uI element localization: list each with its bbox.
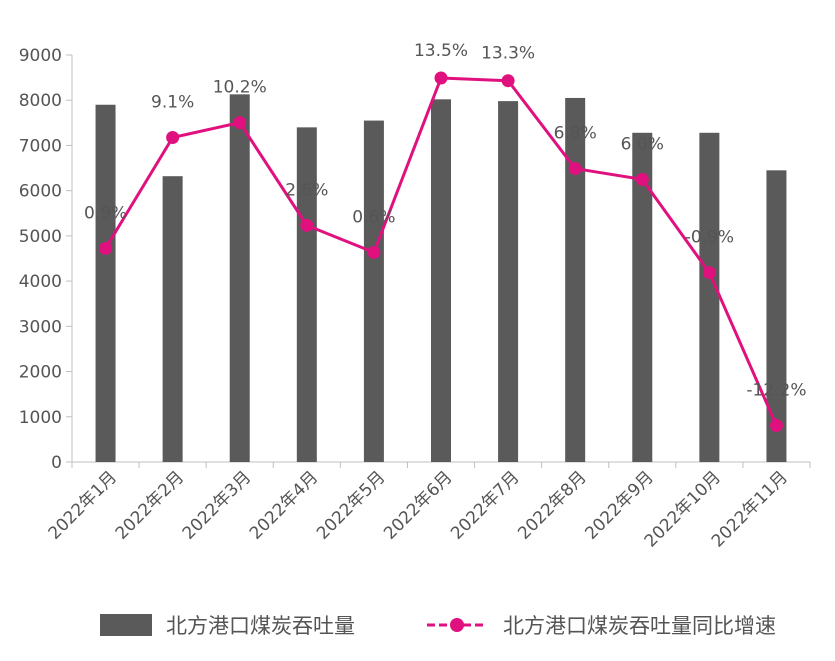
data-label: 0.6%	[352, 207, 395, 227]
x-tick-label: 2022年1月	[45, 467, 121, 543]
y-tick-label: 3000	[19, 317, 62, 337]
line-point	[568, 162, 582, 176]
bar	[431, 99, 451, 462]
legend-label-line: 北方港口煤炭吞吐量同比增速	[503, 614, 776, 638]
x-tick-label: 2022年8月	[514, 467, 590, 543]
line-point	[702, 266, 716, 280]
y-tick-label: 4000	[19, 272, 62, 292]
data-label: 0.9%	[84, 203, 127, 223]
bar	[296, 127, 317, 462]
data-label: 6.0%	[621, 134, 664, 154]
x-tick-label: 2022年2月	[112, 467, 188, 543]
bar	[498, 101, 519, 463]
legend-bar-swatch	[100, 614, 152, 636]
line-point	[367, 245, 381, 259]
y-tick-label: 6000	[19, 182, 62, 202]
y-tick-label: 2000	[19, 363, 62, 383]
data-label: 10.2%	[213, 78, 267, 98]
data-label: 9.1%	[151, 92, 194, 112]
line-point	[434, 71, 448, 85]
y-tick-label: 9000	[19, 46, 62, 66]
line-point	[501, 74, 515, 88]
line-point	[300, 218, 314, 232]
y-tick-label: 5000	[19, 227, 62, 247]
bar	[565, 97, 586, 462]
bar	[95, 104, 116, 462]
data-label: 6.8%	[554, 124, 597, 144]
bar	[363, 120, 384, 463]
x-tick-label: 2022年5月	[313, 467, 389, 543]
x-tick-label: 2022年7月	[447, 467, 523, 543]
data-label: -0.9%	[685, 228, 734, 248]
bar	[699, 132, 720, 462]
y-tick-label: 8000	[19, 91, 62, 111]
line-point	[99, 241, 113, 255]
legend-label-bars: 北方港口煤炭吞吐量	[166, 614, 355, 638]
data-label: 13.3%	[481, 44, 535, 64]
bar	[229, 94, 250, 463]
y-tick-label: 0	[51, 453, 62, 473]
data-label: 2.6%	[285, 180, 328, 200]
line-point	[769, 418, 783, 432]
legend-item-line: 北方港口煤炭吞吐量同比增速	[425, 610, 776, 640]
chart-canvas: 0 1000 2000 3000 4000 5000 6000 7000 8000 9000 202…	[19, 41, 811, 551]
y-tick-label: 1000	[19, 408, 62, 428]
x-tick-label: 2022年3月	[179, 467, 255, 543]
bar	[632, 132, 653, 462]
y-tick-label: 7000	[19, 136, 62, 156]
bar	[766, 170, 787, 463]
data-label: 13.5%	[414, 41, 468, 61]
x-tick-label: 2022年6月	[380, 467, 456, 543]
x-tick-label: 2022年4月	[246, 467, 322, 543]
data-label: -12.2%	[746, 380, 806, 400]
legend-line-swatch	[427, 618, 487, 632]
line-point	[166, 130, 180, 144]
line-point	[233, 116, 247, 130]
bar	[162, 176, 183, 462]
legend: 北方港口煤炭吞吐量 北方港口煤炭吞吐量同比增速	[0, 596, 835, 656]
line-point	[635, 172, 649, 186]
legend-item-bars: 北方港口煤炭吞吐量	[100, 610, 355, 640]
